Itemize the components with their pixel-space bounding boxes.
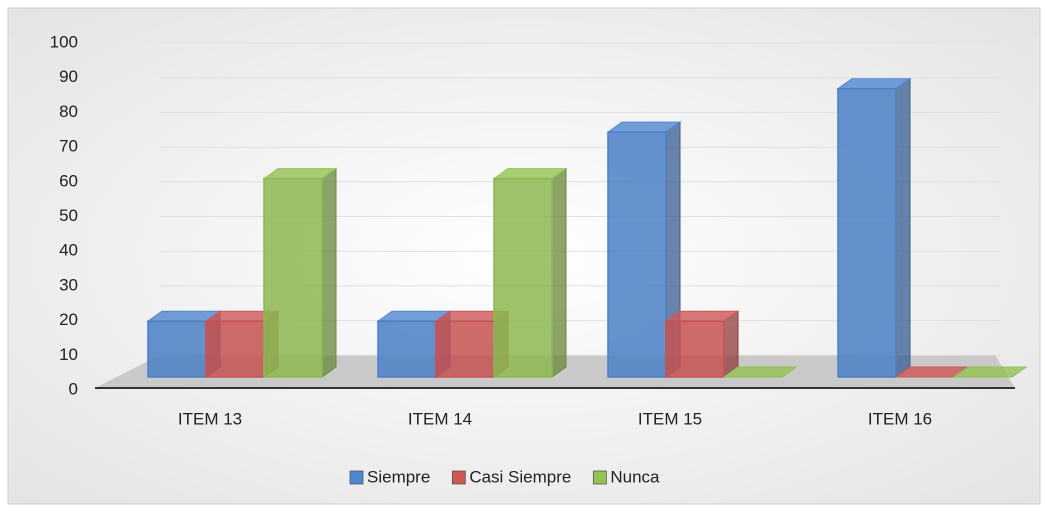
y-tick-label: 10 xyxy=(59,345,78,364)
bar xyxy=(493,177,553,378)
x-tick-label: ITEM 15 xyxy=(638,409,702,428)
bar-side xyxy=(551,167,567,378)
bar xyxy=(837,87,897,378)
legend-swatch xyxy=(451,470,466,485)
bar xyxy=(377,320,437,378)
bar xyxy=(147,320,207,378)
x-tick-label: ITEM 13 xyxy=(178,409,242,428)
bar xyxy=(665,320,725,378)
y-tick-label: 60 xyxy=(59,171,78,190)
y-tick-label: 40 xyxy=(59,241,78,260)
y-tick-label: 100 xyxy=(50,32,78,51)
y-tick-label: 70 xyxy=(59,137,78,156)
y-tick-label: 50 xyxy=(59,206,78,225)
y-tick-label: 30 xyxy=(59,275,78,294)
x-tick-label: ITEM 16 xyxy=(868,409,932,428)
bar-top xyxy=(952,366,1028,378)
legend-label: Casi Siempre xyxy=(469,467,571,486)
bar-side xyxy=(723,310,739,378)
legend-swatch xyxy=(592,470,607,485)
bar xyxy=(607,131,667,378)
bar xyxy=(263,177,323,378)
bar-side xyxy=(321,167,337,378)
bar xyxy=(435,320,495,378)
bar xyxy=(205,320,265,378)
legend-swatch xyxy=(349,470,364,485)
legend-label: Nunca xyxy=(610,467,660,486)
x-tick-label: ITEM 14 xyxy=(408,409,472,428)
y-tick-label: 80 xyxy=(59,102,78,121)
bar-side xyxy=(895,77,911,378)
y-tick-label: 20 xyxy=(59,310,78,329)
y-tick-label: 90 xyxy=(59,67,78,86)
bar-top xyxy=(722,366,798,378)
legend-label: Siempre xyxy=(367,467,430,486)
y-tick-label: 0 xyxy=(69,379,78,398)
